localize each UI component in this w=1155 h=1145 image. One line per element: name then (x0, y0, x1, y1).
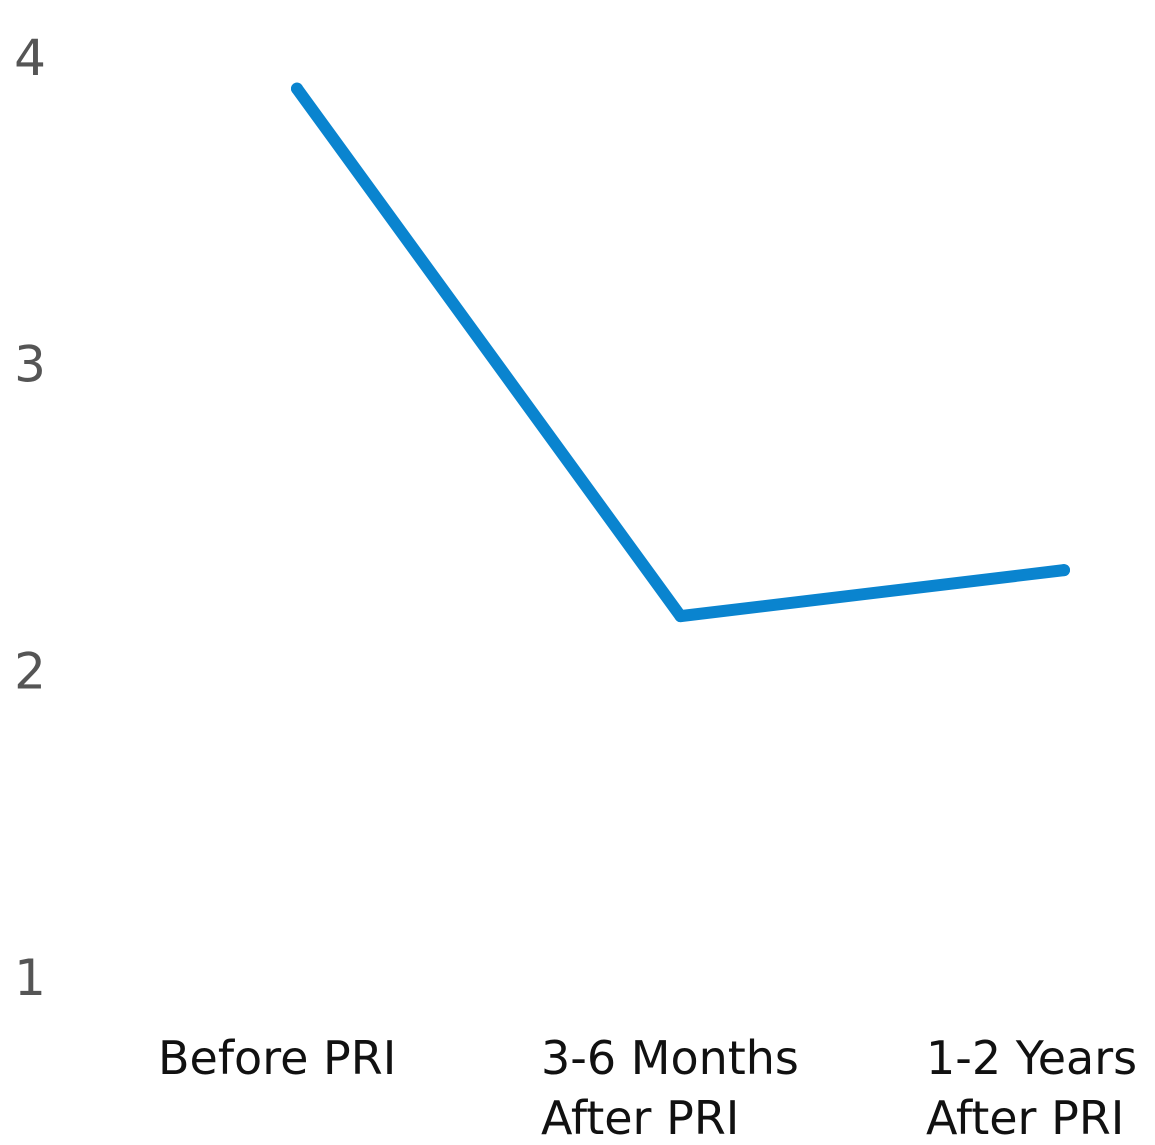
y-tick-label: 1 (14, 949, 46, 1007)
data-point (1058, 564, 1070, 577)
data-point (291, 82, 303, 95)
x-tick-label: 3-6 Months After PRI (541, 1031, 799, 1145)
x-tick-label: Before PRI (158, 1031, 396, 1085)
y-tick-label: 2 (14, 642, 46, 700)
y-tick-label: 4 (14, 29, 46, 87)
x-axis: Before PRI 3-6 Months After PRI 1-2 Years Af… (158, 1031, 1137, 1145)
x-tick-label-line: 3-6 Months (541, 1031, 799, 1085)
x-tick-label-line: 1-2 Years (926, 1031, 1137, 1085)
series-line (291, 82, 1070, 623)
x-tick-label-line: Before PRI (158, 1031, 396, 1085)
x-tick-label-line: After PRI (926, 1091, 1124, 1145)
y-axis: 1 2 3 4 (14, 29, 46, 1007)
y-tick-label: 3 (14, 336, 46, 394)
data-point (674, 610, 687, 623)
series-group (291, 82, 1070, 623)
x-tick-label: 1-2 Years After PRI (926, 1031, 1137, 1145)
x-tick-label-line: After PRI (541, 1091, 739, 1145)
